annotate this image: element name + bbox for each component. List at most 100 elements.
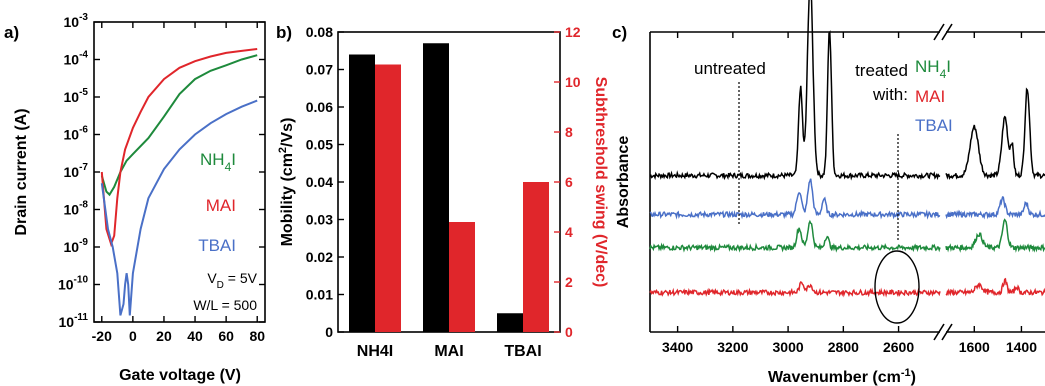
y-tick-exponent: -10 (74, 275, 89, 286)
y2-tick-label: 2 (565, 274, 573, 290)
x-tick-label: 3200 (717, 339, 748, 355)
curve-nh4i (100, 54, 258, 197)
untreated-label: untreated (694, 59, 766, 78)
treated-with-label: with: (872, 85, 908, 104)
panel-c-spectra (649, 0, 1045, 298)
legend-entry: TBAI (915, 116, 953, 135)
y-tick-label: 0.04 (306, 174, 333, 190)
legend-text: TBAI (915, 116, 953, 135)
legend-entry: MAI (206, 196, 236, 215)
legend-text: NH (200, 150, 225, 169)
y-tick-base: 10 (64, 127, 80, 143)
x-tick-label: 1400 (1006, 339, 1037, 355)
y-tick-label: 0.05 (306, 137, 333, 153)
panel-c-x-axis-label: Wavenumber (cm-1) (768, 367, 916, 386)
panel-b-bars (349, 43, 549, 332)
x-tick-label: -20 (92, 328, 112, 344)
y-tick-exponent: -8 (79, 200, 88, 211)
panel-a: a) 10-1110-1010-910-810-710-610-510-410-… (4, 12, 266, 384)
annotation-text: W/L = 500 (193, 297, 257, 313)
y-tick-exponent: -4 (79, 50, 88, 61)
panel-b: b) 0 0.01 0.02 0.03 0.04 0.05 0.06 0.07 0.08 0 2 4… (276, 23, 609, 360)
axis-break-bottom (933, 323, 953, 341)
panel-a-curves (100, 48, 258, 316)
category-label: NH4I (357, 343, 393, 360)
legend-entry: TBAI (198, 236, 236, 255)
x-tick-label: 80 (249, 328, 265, 344)
y-tick-label: 0.07 (306, 62, 333, 78)
spectrum-untreated (649, 0, 941, 181)
y-tick-base: 10 (64, 202, 80, 218)
y2-tick-label: 12 (565, 24, 581, 40)
bar-mobility (423, 43, 449, 332)
y-tick-label: 0.06 (306, 99, 333, 115)
panel-a-x-axis-label: Gate voltage (V) (119, 367, 241, 384)
panel-b-right-ticks: 0 2 4 6 8 10 12 (554, 24, 581, 340)
x-tick-label: 2800 (828, 339, 859, 355)
y2-tick-label: 6 (565, 174, 573, 190)
y2-tick-label: 10 (565, 74, 581, 90)
y-tick-label: 10-7 (64, 162, 89, 180)
bar-subthreshold (375, 64, 401, 332)
x-tick-label: 20 (156, 328, 172, 344)
panel-c-y-axis-label: Absorbance (615, 136, 632, 229)
legend-entry: MAI (915, 87, 945, 106)
legend-sub: 4 (940, 67, 947, 81)
y-tick-base: 10 (64, 89, 80, 105)
y2-tick-label: 8 (565, 124, 573, 140)
y-tick-label: 10-3 (64, 12, 89, 30)
y-tick-label: 0 (325, 324, 333, 340)
category-label: TBAI (504, 343, 541, 360)
panel-a-legend: NH4I MAI TBAI (198, 150, 236, 255)
axis-break-top (933, 23, 953, 41)
y-tick-label: 10-8 (64, 200, 89, 218)
legend-entry: NH4I (915, 57, 951, 81)
y-tick-label: 10-4 (64, 50, 89, 68)
x-tick-label: 40 (187, 328, 203, 344)
y-tick-base: 10 (64, 239, 80, 255)
x-tick-label: 3000 (773, 339, 804, 355)
y-tick-exponent: -5 (79, 87, 88, 98)
y-tick-exponent: -11 (74, 312, 88, 323)
panel-a-label: a) (4, 23, 19, 42)
legend-sub: 4 (225, 160, 232, 174)
bar-mobility (349, 54, 375, 332)
annotation-main: V (207, 270, 217, 286)
legend-tail: I (946, 57, 951, 76)
legend-text: TBAI (198, 236, 236, 255)
panel-c-legend: NH4I MAI TBAI (915, 57, 953, 135)
x-tick-label: 60 (218, 328, 234, 344)
legend-text: MAI (915, 87, 945, 106)
annotation-sub: D (217, 280, 224, 291)
x-tick-label: 1600 (959, 339, 990, 355)
panel-c-x-ticks: 3400 3200 3000 2800 2600 1600 1400 (662, 32, 1037, 355)
panel-a-x-ticks: -20 0 20 40 60 80 (92, 22, 265, 344)
x-tick-label: 3400 (662, 339, 693, 355)
panel-b-y2-axis-label: Subthreshold swing (V/dec) (592, 77, 609, 288)
panel-a-annotations: VD = 5V W/L = 500 (193, 270, 257, 313)
spectrum-nh4i (649, 219, 941, 253)
y-tick-exponent: -6 (79, 125, 88, 136)
panel-a-y-axis-label: Drain current (A) (13, 108, 30, 235)
y-tick-exponent: -3 (79, 12, 88, 23)
y-tick-label: 10-9 (64, 237, 89, 255)
panel-b-left-ticks: 0 0.01 0.02 0.03 0.04 0.05 0.06 0.07 0.08 (306, 24, 344, 340)
annotation-main: W/L = 500 (193, 297, 257, 313)
y-tick-label: 0.03 (306, 212, 333, 228)
legend-text: MAI (206, 196, 236, 215)
curve-mai (100, 48, 258, 248)
y-tick-exponent: -7 (79, 162, 88, 173)
panel-c-label: c) (612, 23, 627, 42)
y-tick-label: 0.08 (306, 24, 333, 40)
panel-b-y-axis-label: Mobility (cm2/Vs) (277, 118, 296, 247)
y-tick-label: 10-11 (59, 312, 89, 330)
spectrum-nh4i (945, 218, 1045, 253)
spectrum-untreated (945, 87, 1045, 180)
highlight-ellipse (874, 250, 920, 324)
category-label: MAI (434, 343, 463, 360)
y-tick-label: 10-5 (64, 87, 89, 105)
y-tick-base: 10 (64, 52, 80, 68)
spectrum-mai (945, 277, 1045, 297)
spectrum-tbai (945, 196, 1045, 220)
